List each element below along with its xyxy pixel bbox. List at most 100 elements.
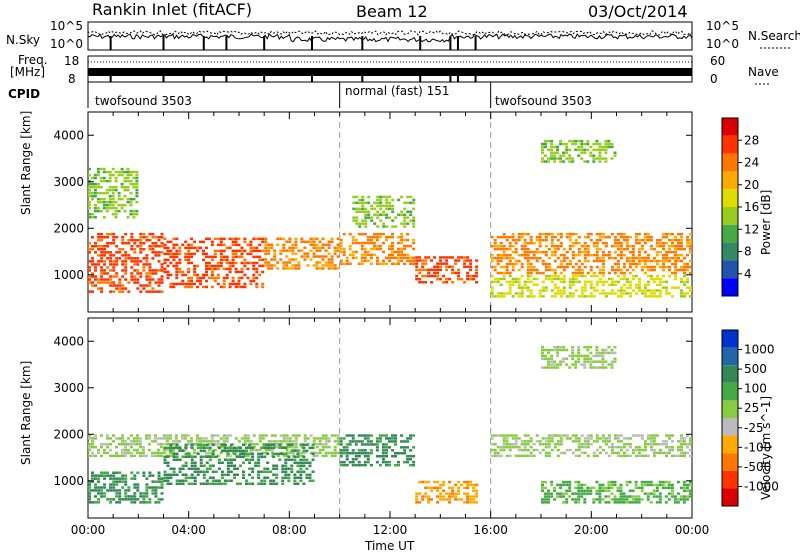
data-cell [637,486,641,490]
data-cell [550,280,554,284]
data-cell [381,455,385,458]
data-cell [643,235,647,239]
data-cell [324,437,328,440]
data-cell [457,277,461,281]
data-cell [409,463,413,467]
data-cell [649,274,653,278]
data-cell [225,261,229,265]
data-cell [604,443,608,446]
data-cell [619,232,623,236]
data-cell [565,480,569,484]
data-cell [375,449,379,452]
data-cell [175,249,179,253]
data-cell [415,274,419,278]
nsearch-trace [87,30,693,36]
data-cell [351,437,355,440]
data-cell [96,209,100,213]
data-cell [121,269,125,272]
data-cell [385,437,388,440]
data-cell [115,236,119,239]
data-cell [550,232,554,236]
data-cell [193,461,197,464]
data-cell [433,265,437,268]
data-cell [535,434,539,437]
data-cell [637,247,641,251]
data-cell [100,257,104,260]
data-cell [640,256,644,260]
data-cell [544,445,548,449]
data-cell [233,458,236,461]
data-cell [109,501,113,504]
data-cell [652,292,656,295]
data-cell [559,160,563,163]
data-cell [360,241,364,245]
data-cell [273,264,277,267]
data-cell [363,247,367,251]
data-cell [297,249,301,252]
data-cell [193,264,197,268]
data-cell [689,437,692,440]
data-cell [652,451,656,455]
data-cell [342,460,346,464]
data-cell [686,268,689,272]
data-cell [252,246,256,250]
data-cell [406,256,410,260]
data-cell [689,250,692,254]
data-cell [454,259,458,262]
data-cell [607,351,611,355]
data-cell [114,216,118,219]
data-cell [207,264,211,268]
data-cell [658,292,662,295]
data-cell [628,235,632,239]
data-cell [168,437,172,440]
data-cell [598,154,602,157]
data-cell [668,445,671,449]
data-cell [520,286,524,289]
data-cell [424,268,428,272]
data-cell [556,440,560,443]
data-cell [604,157,608,160]
data-cell [589,437,593,440]
data-cell [463,501,467,504]
data-cell [550,238,554,242]
data-cell [412,434,416,437]
data-cell [345,443,349,446]
data-cell [616,274,620,278]
data-cell [673,501,677,504]
data-cell [263,479,267,482]
data-cell [216,282,220,286]
data-cell [145,284,149,287]
data-cell [133,260,137,263]
data-cell [97,492,101,495]
data-cell [589,292,593,295]
data-cell [556,232,560,236]
data-cell [550,437,554,440]
data-cell [436,480,440,484]
data-cell [258,249,262,253]
data-cell [183,437,187,440]
data-cell [285,448,289,452]
data-cell [124,260,128,263]
data-cell [430,486,434,490]
data-cell [658,483,662,487]
data-cell [154,492,158,495]
data-cell [169,443,173,447]
data-cell [210,437,214,440]
data-cell [264,243,268,246]
data-cell [190,443,194,447]
data-cell [225,267,229,271]
data-cell [637,283,641,286]
data-cell [94,245,97,248]
data-cell [466,498,470,501]
data-cell [112,242,116,245]
data-cell [376,201,380,205]
data-cell [568,480,572,484]
data-cell [175,270,179,274]
data-cell [284,470,288,473]
data-cell [217,479,221,482]
data-cell [106,474,110,477]
data-cell [205,261,208,265]
data-cell [532,277,536,281]
data-cell [631,262,635,266]
data-cell [511,295,515,298]
